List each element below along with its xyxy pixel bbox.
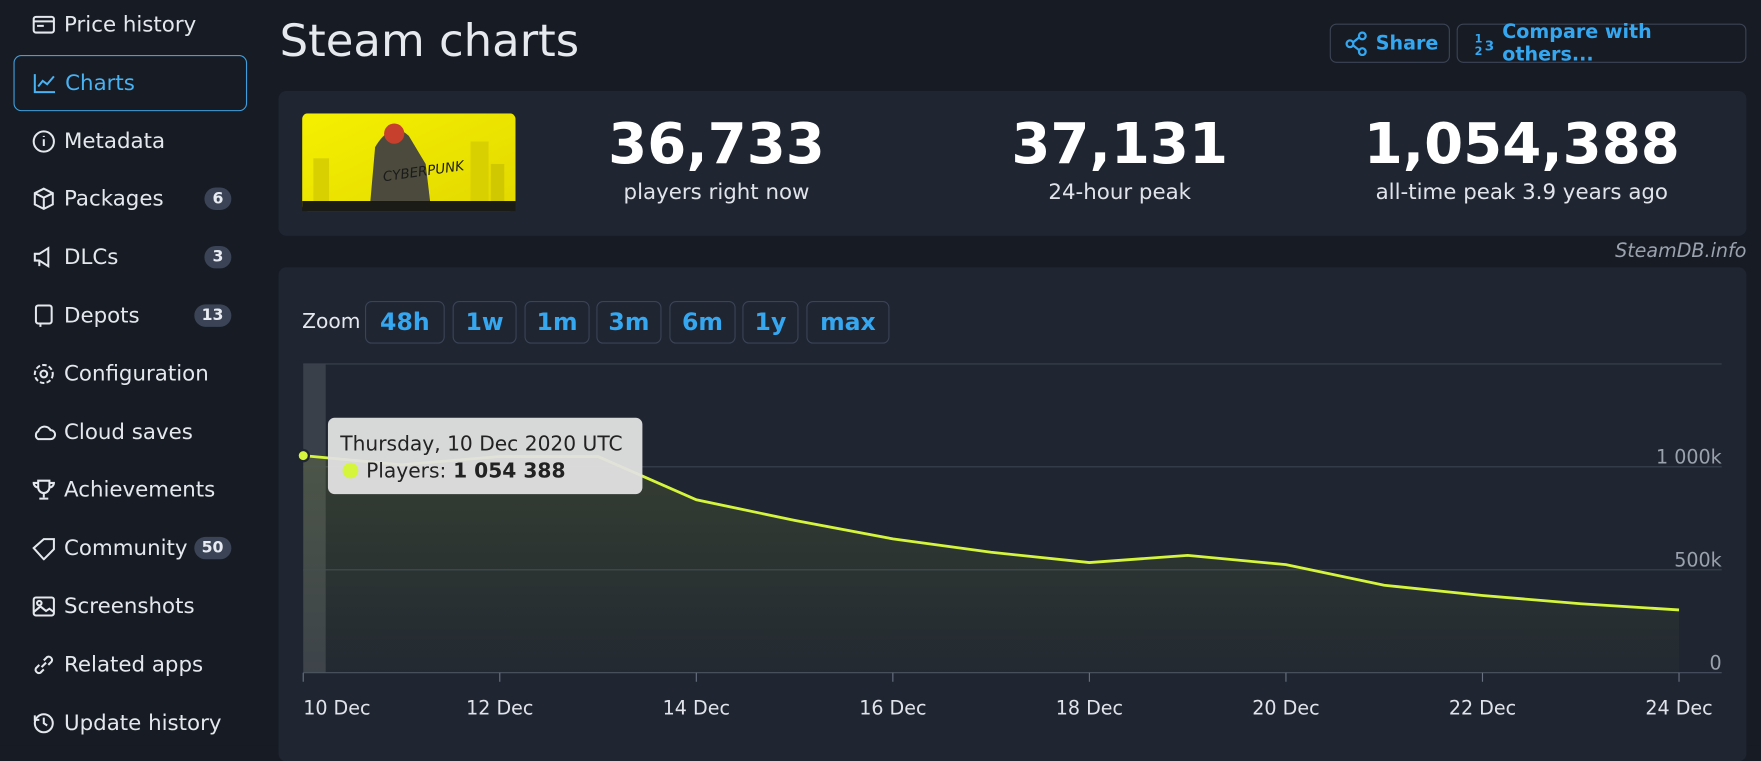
y-tick-label: 1 000k [1656, 445, 1722, 468]
sidebar-item[interactable]: Configuration [13, 346, 247, 402]
share-label: Share [1375, 32, 1439, 55]
sidebar-icon [32, 129, 55, 153]
stats-panel [278, 90, 1747, 236]
sidebar-icon [32, 480, 55, 501]
stat-value: 36,733 [608, 111, 825, 177]
sidebar-item[interactable]: Achievements [13, 462, 247, 518]
svg-text:3: 3 [1485, 38, 1494, 54]
tooltip-dot [342, 462, 359, 479]
sidebar-icon [33, 187, 54, 211]
sidebar-item[interactable]: Cloud saves [13, 404, 247, 460]
zoom-button[interactable]: 48h [365, 300, 445, 344]
sidebar-item[interactable]: Community 50 [13, 520, 247, 576]
stat-value: 1,054,388 [1363, 111, 1680, 177]
sidebar-icon [34, 655, 53, 674]
sidebar-item[interactable]: Screenshots [13, 578, 247, 634]
x-tick-label: 10 Dec [303, 696, 370, 719]
area [303, 455, 1680, 673]
sidebar-item[interactable]: Charts [13, 54, 248, 111]
zoom-button[interactable]: 3m [596, 300, 662, 344]
zoom-button[interactable]: max [806, 300, 890, 344]
sidebar-label: DLCs [64, 245, 119, 270]
compare-icon: 12 3 [1475, 32, 1494, 55]
sidebar-label: Price history [64, 12, 197, 38]
x-tick-label: 16 Dec [859, 696, 926, 719]
sidebar-badge: 50 [193, 537, 232, 560]
sidebar-item[interactable]: Metadata [13, 113, 247, 169]
svg-text:1: 1 [1475, 32, 1483, 45]
zoom-button[interactable]: 1y [742, 300, 799, 344]
compare-label: Compare with others... [1502, 20, 1652, 66]
sidebar-label: Depots [64, 303, 140, 328]
stat: 37,131 24-hour peak [918, 108, 1322, 205]
x-tick-label: 20 Dec [1252, 696, 1319, 719]
x-tick-label: 12 Dec [466, 696, 533, 719]
zoom-label: Zoom [302, 309, 361, 334]
sidebar-label: Cloud saves [64, 419, 193, 445]
svg-text:2: 2 [1475, 44, 1483, 55]
stat-value: 37,131 [1011, 111, 1229, 177]
sidebar-item[interactable]: Packages 6 [13, 171, 247, 227]
tooltip-box [327, 417, 643, 495]
stat-label: 24-hour peak [1048, 179, 1192, 205]
y-tick-label: 0 [1710, 651, 1722, 674]
tooltip-row: Players: 1 054 388 [366, 458, 565, 482]
game-image: CYBERPUNK [302, 113, 516, 212]
sidebar-item[interactable]: Price history [13, 0, 247, 53]
sidebar-label: Packages [64, 186, 164, 212]
tooltip-value: 1 054 388 [453, 458, 565, 482]
x-tick-label: 18 Dec [1056, 696, 1123, 719]
sidebar-icon [33, 363, 54, 384]
credit: SteamDB.info [1615, 240, 1747, 263]
sidebar-label: Charts [65, 70, 135, 96]
sidebar-label: Achievements [64, 477, 216, 503]
x-tick-label: 22 Dec [1449, 696, 1516, 719]
sidebar-label: Screenshots [64, 594, 195, 619]
sidebar-label: Metadata [64, 128, 166, 154]
sidebar-icon [33, 73, 56, 93]
x-tick-label: 14 Dec [663, 696, 730, 719]
sidebar-icon [32, 538, 55, 561]
stat-label: all-time peak 3.9 years ago [1375, 179, 1668, 205]
tooltip-label: Players: [366, 458, 446, 482]
share-button[interactable]: Share [1329, 23, 1450, 63]
zoom-button[interactable]: 1m [524, 300, 590, 344]
sidebar-label: Configuration [64, 361, 209, 387]
stat: 1,054,388 all-time peak 3.9 years ago [1320, 108, 1724, 205]
zoom-button[interactable]: 6m [669, 300, 736, 344]
sidebar-icon [32, 596, 55, 617]
sidebar-badge: 6 [204, 187, 232, 211]
sidebar-icon [33, 712, 54, 733]
sidebar-item[interactable]: DLCs 3 [13, 229, 247, 285]
sidebar-icon [34, 304, 53, 327]
sidebar-label: Update history [64, 710, 222, 736]
hover-point [296, 448, 310, 463]
sidebar-label: Community [64, 535, 188, 561]
stat: 36,733 players right now [514, 108, 918, 205]
zoom-button[interactable]: 1w [452, 300, 517, 344]
sidebar-icon [33, 246, 50, 269]
page-title: Steam charts [279, 15, 580, 68]
sidebar-item[interactable]: Related apps [13, 637, 247, 693]
share-icon [1345, 30, 1367, 56]
sidebar-icon [32, 15, 55, 34]
y-tick-label: 500k [1674, 548, 1721, 571]
sidebar-item[interactable]: Update history [13, 695, 247, 751]
sidebar-label: Related apps [64, 652, 204, 677]
sidebar-badge: 3 [204, 246, 232, 269]
stat-label: players right now [623, 179, 810, 205]
sidebar-badge: 13 [193, 304, 232, 327]
sidebar-item[interactable]: Depots 13 [13, 288, 247, 344]
tooltip-title: Thursday, 10 Dec 2020 UTC [339, 431, 622, 455]
x-tick-label: 24 Dec [1645, 696, 1712, 719]
sidebar-icon [34, 425, 57, 440]
